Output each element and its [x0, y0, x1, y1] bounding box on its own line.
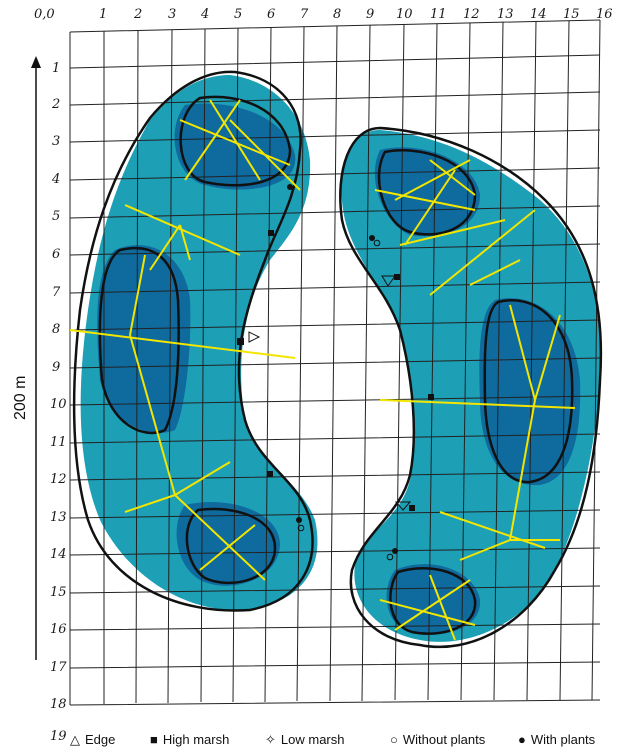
x-tick-label: 9 [366, 7, 374, 22]
y-tick-label: 9 [52, 360, 60, 375]
right-basin-water [341, 130, 601, 642]
y-axis-ticks: 1 2 3 4 5 6 7 8 9 10 11 12 13 14 15 16 1… [50, 61, 67, 744]
y-tick-label: 19 [50, 729, 67, 744]
y-tick-label: 10 [50, 397, 67, 412]
x-tick-label: 8 [333, 7, 341, 22]
y-tick-label: 1 [52, 61, 60, 76]
legend-label: High marsh [162, 732, 230, 747]
x-tick-label: 14 [530, 7, 547, 22]
x-axis-ticks: 0,0 1 2 3 4 5 6 7 8 9 10 11 12 13 14 15 … [34, 7, 613, 22]
legend-label: With plants [530, 732, 596, 747]
x-tick-label: 5 [234, 7, 242, 22]
legend-label: Without plants [402, 732, 486, 747]
sampling-markers [237, 184, 434, 561]
x-tick-label: 15 [563, 7, 580, 22]
x-tick-label: 3 [168, 7, 176, 22]
legend: △ Edge ■ High marsh ✧ Low marsh ○ Without pl… [70, 732, 621, 748]
x-tick-label: 12 [463, 7, 480, 22]
legend-item-with-plants: ● With plants [518, 732, 595, 747]
y-tick-label: 8 [52, 322, 60, 337]
y-tick-label: 18 [50, 697, 67, 712]
y-tick-label: 12 [50, 472, 67, 487]
y-tick-label: 7 [52, 285, 61, 300]
x-tick-label: 16 [596, 7, 613, 22]
x-tick-label: 7 [300, 7, 309, 22]
filled-square-icon: ■ [150, 732, 158, 747]
x-tick-label: 11 [430, 7, 447, 22]
y-tick-label: 17 [50, 660, 67, 675]
x-tick-label: 0,0 [34, 7, 55, 22]
y-axis-arrow [31, 56, 41, 660]
y-tick-label: 4 [51, 172, 60, 187]
x-tick-label: 1 [99, 7, 107, 22]
x-tick-label: 13 [497, 7, 514, 22]
x-tick-label: 10 [396, 7, 413, 22]
circle-outline-icon: ○ [390, 732, 398, 747]
legend-item-high-marsh: ■ High marsh [150, 732, 229, 747]
x-tick-label: 4 [200, 7, 209, 22]
legend-label: Edge [85, 732, 116, 747]
y-tick-label: 6 [52, 247, 60, 262]
legend-label: Low marsh [280, 732, 345, 747]
y-tick-label: 15 [50, 585, 67, 600]
star-outline-icon: ✧ [265, 732, 276, 747]
sampling-grid [69, 19, 601, 706]
filled-circle-icon: ● [518, 732, 526, 747]
triangle-outline-icon: △ [70, 732, 80, 747]
transect-lines [69, 99, 576, 641]
scale-label: 200 m [12, 376, 29, 420]
y-tick-label: 2 [51, 97, 60, 112]
legend-item-edge: △ Edge [70, 732, 115, 748]
y-tick-label: 5 [52, 209, 60, 224]
y-tick-label: 11 [50, 435, 67, 450]
x-tick-label: 2 [133, 7, 142, 22]
legend-item-without-plants: ○ Without plants [390, 732, 485, 747]
legend-item-low-marsh: ✧ Low marsh [265, 732, 344, 748]
y-tick-label: 3 [52, 134, 60, 149]
x-tick-label: 6 [267, 7, 275, 22]
contour-lines [72, 70, 603, 649]
y-tick-label: 14 [50, 547, 67, 562]
y-tick-label: 16 [50, 622, 67, 637]
y-tick-label: 13 [50, 510, 67, 525]
left-basin-water [80, 75, 318, 611]
